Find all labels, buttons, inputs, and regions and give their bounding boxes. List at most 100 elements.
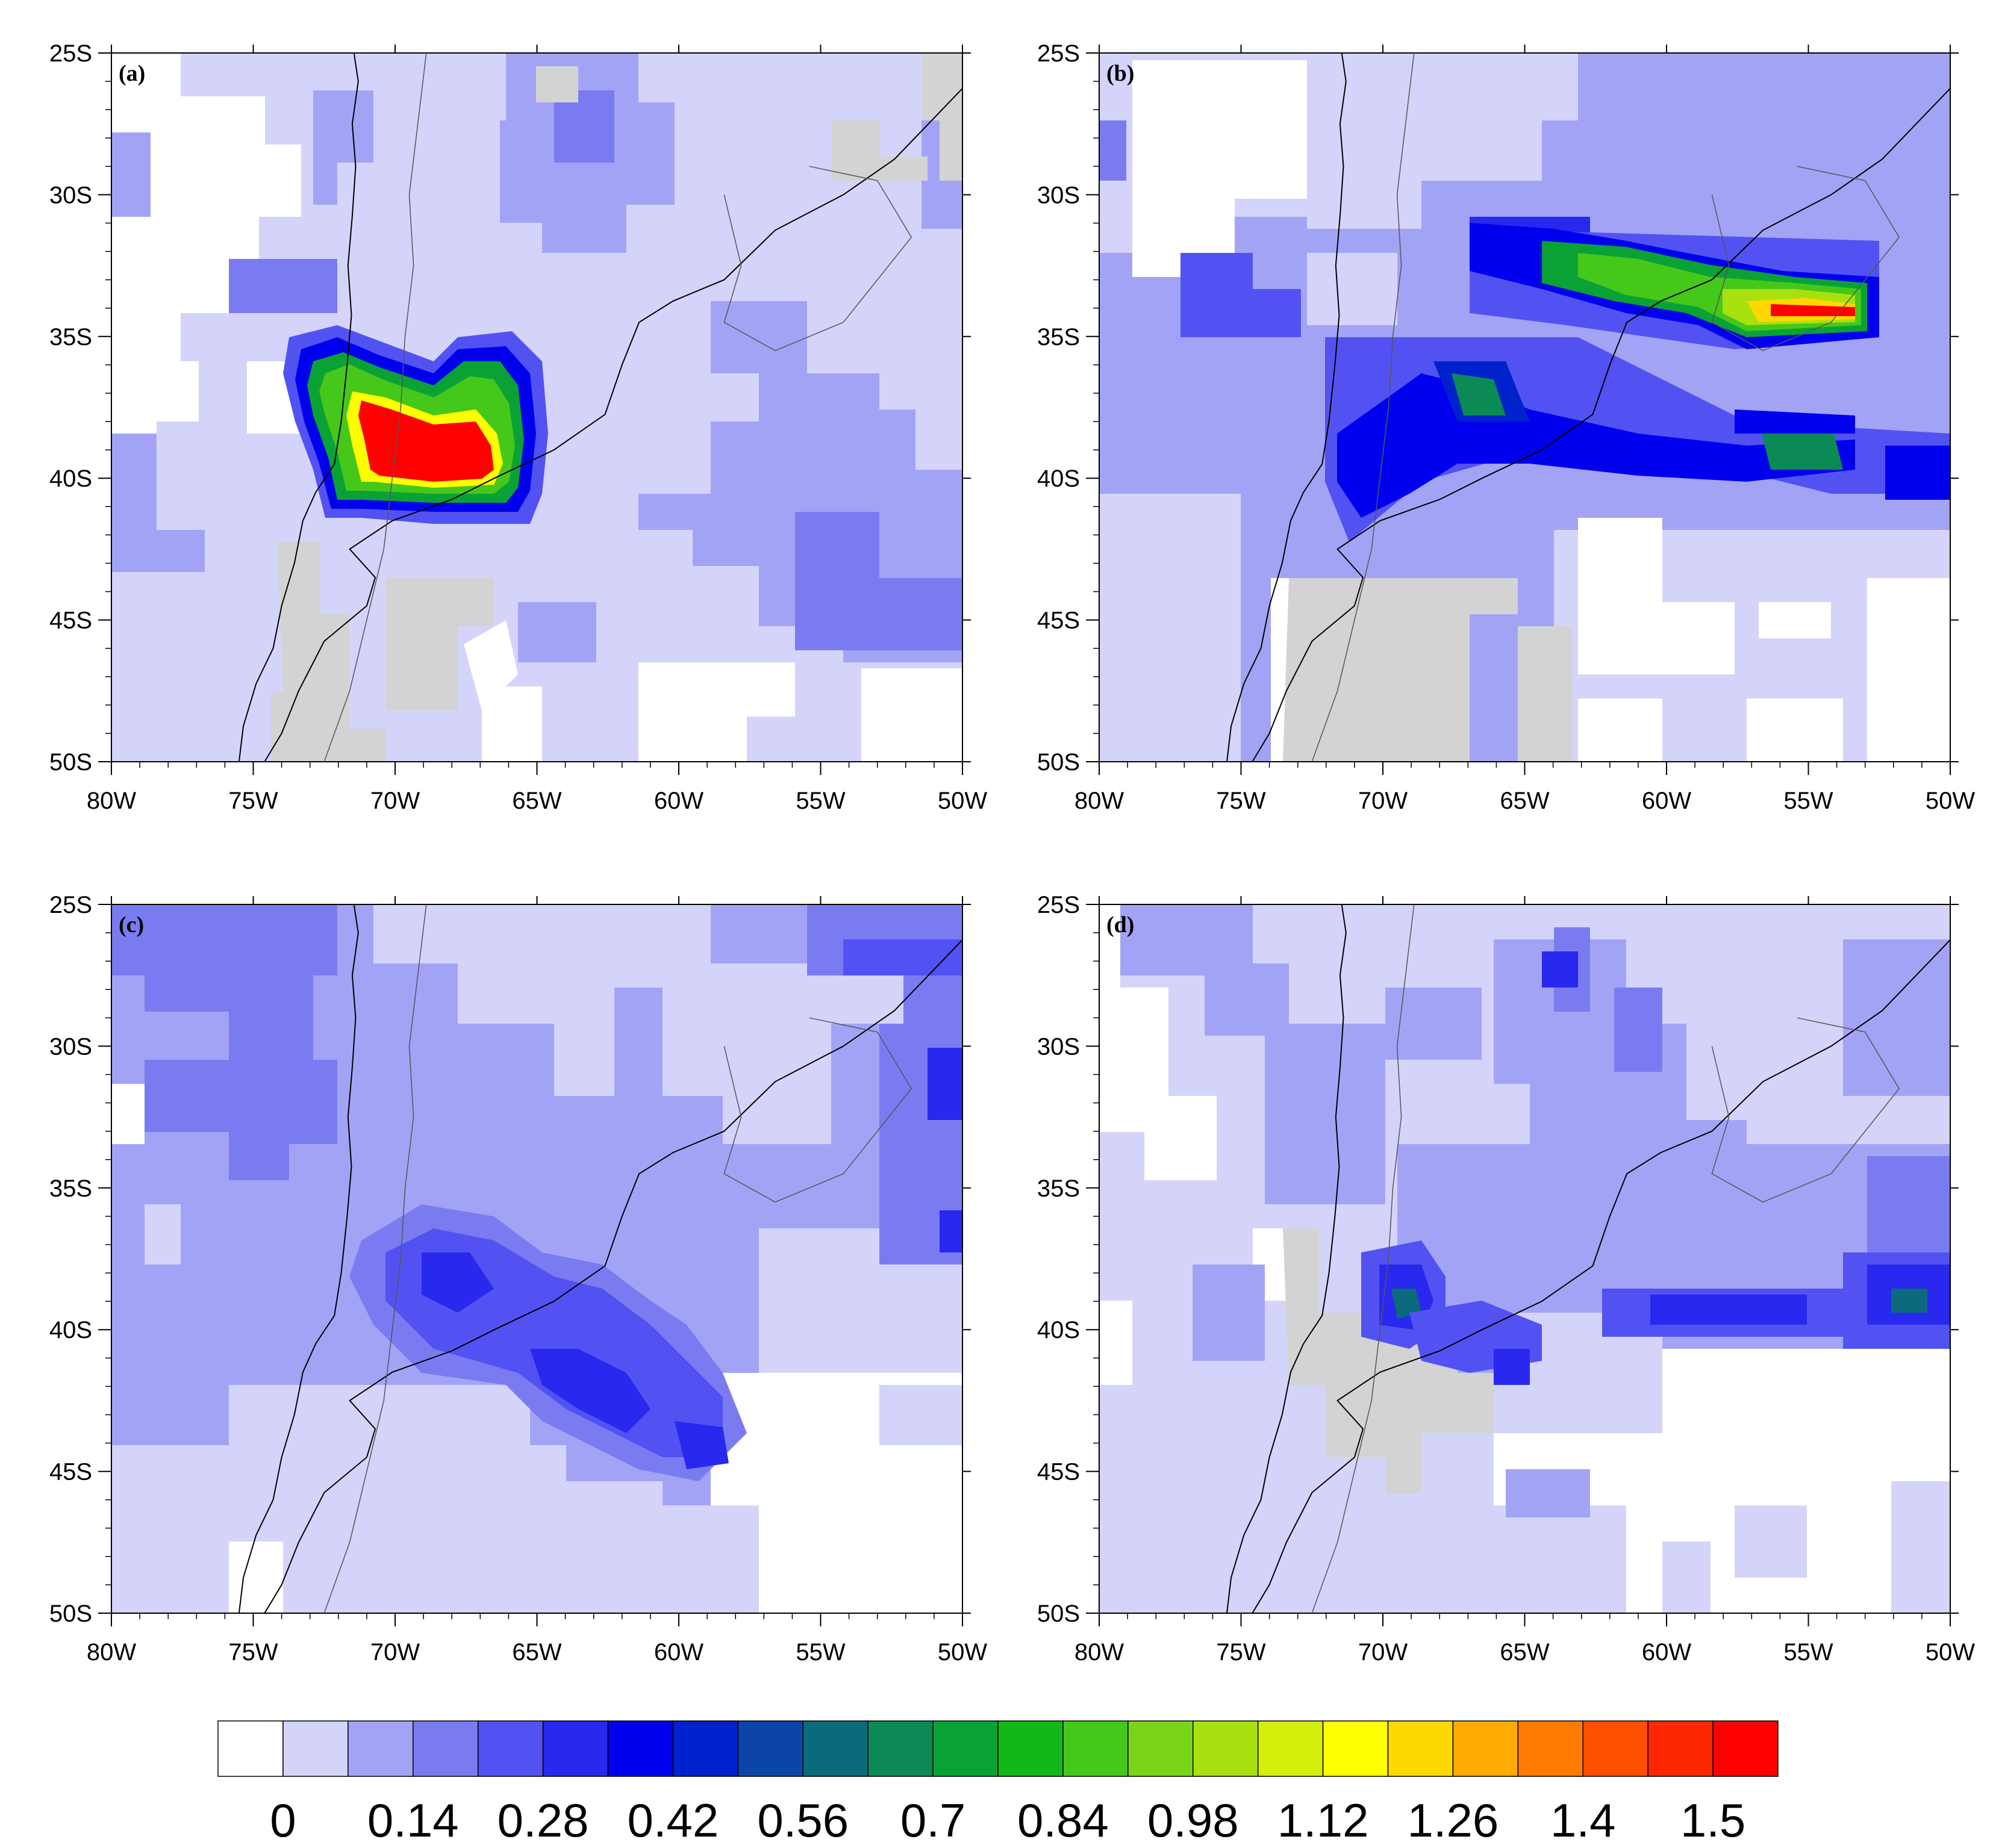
colorbar-label: 0 [270,1794,296,1847]
colorbar-label: 1.12 [1277,1794,1369,1847]
border-line-a [323,52,427,762]
lat-tick-label-c: 35S [49,1175,92,1202]
colorbar-swatch [1647,1720,1714,1777]
lat-tick-label-d: 35S [1037,1175,1080,1202]
lat-tick-label-d: 30S [1037,1033,1080,1060]
border-line-b [1311,52,1415,762]
colorbar-swatch [672,1720,739,1777]
lon-tick-label-d: 65W [1500,1639,1549,1666]
colorbar-swatch [1127,1720,1194,1777]
lon-tick-label-b: 60W [1642,788,1691,814]
lat-tick-label-a: 30S [49,182,92,208]
lon-tick-label-b: 50W [1926,788,1975,814]
colorbar-swatch [1193,1720,1259,1777]
colorbar: 0 0.14 0.28 0.42 0.56 0.7 0.84 0.98 1.12 1.26 1.4 1… [217,1720,1779,1847]
colorbar-swatch [477,1720,544,1777]
colorbar-swatch [737,1720,804,1777]
uruguay-border-a [723,166,912,352]
lon-tick-label-a: 80W [87,788,136,814]
west-coastline-d [1226,904,1347,1614]
lon-tick-label-b: 65W [1500,788,1549,814]
lat-tick-label-a: 45S [49,608,92,634]
uruguay-border-c [723,1017,912,1203]
colorbar-label: 1.26 [1408,1794,1499,1847]
lon-tick-label-a: 70W [370,788,420,814]
lat-tick-label-d: 25S [1037,892,1080,918]
uruguay-border-b [1711,166,1900,352]
lon-tick-label-b: 55W [1783,788,1833,814]
lat-tick-label-c: 50S [49,1601,92,1627]
map-field-a [111,53,962,762]
lon-tick-label-a: 55W [796,788,845,814]
lon-tick-label-a: 65W [512,788,561,814]
lat-tick-label-b: 50S [1037,749,1080,776]
panel-tag-b: (b) [1106,61,1134,86]
lat-tick-label-a: 40S [49,465,92,492]
lon-tick-label-a: 75W [228,788,278,814]
lat-tick-label-c: 25S [49,892,92,918]
colorbar-swatch [217,1720,284,1777]
colorbar-swatch [1387,1720,1454,1777]
colorbar-label: 1.4 [1550,1794,1615,1847]
west-coastline-c [238,904,359,1614]
lat-tick-label-a: 25S [49,40,92,67]
east-coastline-b [1252,88,1951,762]
colorbar-swatch [348,1720,414,1777]
lat-tick-label-a: 35S [49,324,92,350]
panel-tag-c: (c) [119,912,144,938]
lat-tick-label-d: 50S [1037,1601,1080,1627]
colorbar-label: 0.28 [497,1794,589,1847]
colorbar-label: 0.98 [1147,1794,1239,1847]
colorbar-swatch [607,1720,674,1777]
map-field-c [111,904,962,1613]
west-coastline-b [1226,52,1347,762]
map-field-b [1099,53,1950,762]
lon-tick-label-d: 60W [1642,1639,1691,1666]
lon-tick-label-a: 50W [938,788,987,814]
colorbar-swatch [1257,1720,1324,1777]
colorbar-label: 0.7 [900,1794,965,1847]
border-line-c [323,904,427,1614]
colorbar-swatch [867,1720,934,1777]
lon-tick-label-b: 80W [1074,788,1124,814]
lon-tick-label-b: 75W [1216,788,1265,814]
lat-tick-label-b: 35S [1037,324,1080,350]
map-panel-a [111,52,963,762]
lat-tick-label-b: 30S [1037,182,1080,208]
map-panel-b [1099,52,1951,762]
lon-tick-label-d: 80W [1074,1639,1124,1666]
colorbar-swatch [282,1720,349,1777]
lat-tick-label-c: 45S [49,1459,92,1486]
colorbar-swatch [542,1720,609,1777]
colorbar-swatch [1582,1720,1648,1777]
lon-tick-label-d: 55W [1783,1639,1833,1666]
colorbar-swatch [1322,1720,1389,1777]
lon-tick-label-c: 55W [796,1639,845,1666]
lon-tick-label-c: 80W [87,1639,136,1666]
map-field-d [1099,904,1950,1613]
lat-tick-label-d: 45S [1037,1459,1080,1486]
colorbar-swatch [932,1720,999,1777]
map-panel-d [1099,904,1951,1614]
lon-tick-label-d: 75W [1216,1639,1265,1666]
lon-tick-label-b: 70W [1358,788,1408,814]
east-coastline-a [264,88,963,762]
lon-tick-label-c: 60W [654,1639,703,1666]
colorbar-swatch [413,1720,479,1777]
lon-tick-label-a: 60W [654,788,703,814]
colorbar-label: 0.84 [1017,1794,1109,1847]
lon-tick-label-d: 50W [1926,1639,1975,1666]
lat-tick-label-b: 25S [1037,40,1080,67]
east-coastline-d [1252,939,1951,1614]
map-panel-c [111,904,963,1614]
lat-tick-label-c: 30S [49,1033,92,1060]
colorbar-swatch [1452,1720,1519,1777]
colorbar-label: 1.5 [1680,1794,1745,1847]
colorbar-label: 0.56 [757,1794,849,1847]
lat-tick-label-b: 40S [1037,465,1080,492]
coastlines [238,52,1951,1614]
colorbar-swatch [802,1720,869,1777]
lat-tick-label-c: 40S [49,1317,92,1343]
lat-tick-label-d: 40S [1037,1317,1080,1343]
